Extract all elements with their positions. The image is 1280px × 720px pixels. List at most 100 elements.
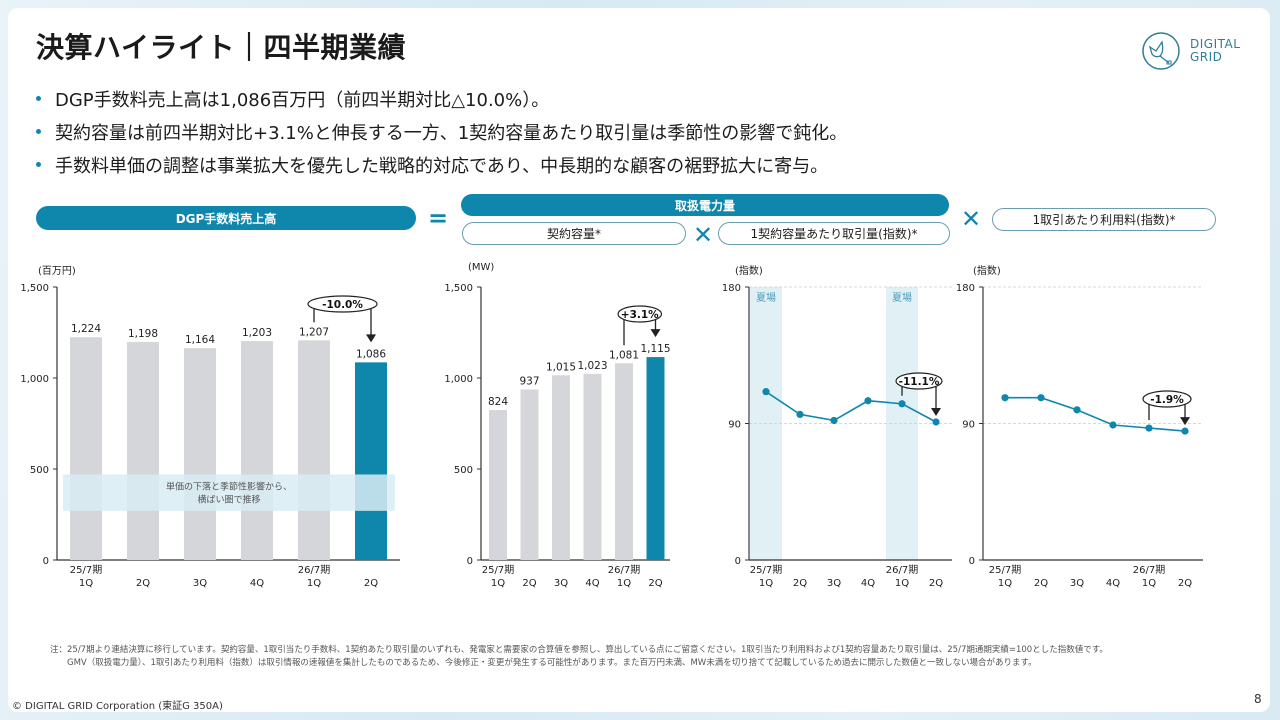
data-point <box>1001 394 1009 402</box>
y-tick-label: 90 <box>962 420 975 431</box>
change-badge <box>1142 390 1192 408</box>
x-tick-label: 25/7期 <box>482 564 514 576</box>
bar <box>70 337 102 560</box>
bar <box>241 341 273 560</box>
bar <box>127 341 159 560</box>
bar-value-label: 1,164 <box>185 334 215 346</box>
fee-line-chart: 0 90 180 25/7期 1Q 2Q 3Q 4Q 26/7期 1Q 2Q -1.9% <box>956 283 1203 589</box>
bar-value-label: 937 <box>519 375 539 387</box>
volume-unit-label: (指数) <box>735 266 763 277</box>
callout-arrow-icon <box>366 334 376 343</box>
data-point <box>762 388 770 396</box>
bar-value-label: 1,224 <box>71 323 101 335</box>
x-tick-label: 2Q <box>929 578 943 589</box>
capacity-bar-chart: 0 500 1,000 1,500 824 937 1,015 1,0231,0811,115… <box>444 283 670 589</box>
annotation-text: 単価の下落と季節性影響から、 <box>166 480 292 492</box>
volume-line-chart: 夏場 夏場 0 90 180 25/7期 1Q 2Q 3Q 4Q 26/7期 1Q 2Q -11.1% <box>722 283 952 589</box>
y-tick-label: 180 <box>722 283 741 294</box>
bar-value-label: 1,086 <box>356 348 386 360</box>
change-badge <box>617 305 663 323</box>
logo-text-digital: DIGITAL <box>1190 37 1241 51</box>
x-tick-label: 1Q <box>491 578 505 589</box>
data-point <box>864 397 872 405</box>
x-tick-label: 1Q <box>998 578 1012 589</box>
fee-unit-label: (指数) <box>973 266 1001 277</box>
x-tick-label: 1Q <box>307 578 321 589</box>
footnote: 注：25/7期より連結決算に移行しています。契約容量、1取引当たり手数料、1契約… <box>50 645 1108 668</box>
data-point <box>898 400 906 408</box>
revenue-unit-label: (百万円) <box>38 266 76 277</box>
bar <box>583 373 602 560</box>
bar <box>520 389 539 560</box>
x-tick-label: 26/7期 <box>608 564 640 576</box>
equals-icon: = <box>428 204 449 232</box>
x-tick-label: 1Q <box>759 578 773 589</box>
change-label: -1.9% <box>1150 394 1184 406</box>
y-tick-label: 90 <box>728 420 741 431</box>
x-tick-label: 1Q <box>617 578 631 589</box>
x-tick-label: 4Q <box>585 578 599 589</box>
bullet-list: DGP手数料売上高は1,086百万円（前四半期対比△10.0%）。 契約容量は前… <box>30 82 847 181</box>
annotation-text: 横ばい圏で推移 <box>197 493 260 505</box>
bullet-dot-icon <box>36 96 41 101</box>
bullet-dot-icon <box>36 162 41 167</box>
x-tick-label: 25/7期 <box>70 564 102 576</box>
x-tick-label: 2Q <box>364 578 378 589</box>
bullet-item: 手数料単価の調整は事業拡大を優先した戦略的対応であり、中長期的な顧客の裾野拡大に… <box>30 148 847 181</box>
revenue-bar-chart: 0 500 1,000 1,500 1,224 1,198 1,164 1,203 1,207 1… <box>20 283 400 589</box>
change-label: -10.0% <box>322 299 363 311</box>
x-tick-label: 25/7期 <box>989 564 1021 576</box>
bar-value-label: 1,207 <box>299 326 329 338</box>
y-tick-label: 500 <box>30 465 49 476</box>
data-point <box>830 416 838 425</box>
page-title: 決算ハイライト｜四半期業績 <box>36 31 406 64</box>
revenue-pill: DGP手数料売上高 <box>36 206 416 230</box>
y-tick-label: 180 <box>956 283 975 294</box>
bar-value-label: 1,115 <box>640 343 670 355</box>
change-badge <box>895 372 943 390</box>
x-tick-label: 26/7期 <box>1133 564 1165 576</box>
slide <box>8 8 1270 712</box>
callout-arrow-icon <box>650 329 661 338</box>
company-logo: DIGITAL GRID <box>1140 30 1240 72</box>
change-badge <box>307 295 378 313</box>
y-tick-label: 0 <box>969 556 975 567</box>
x-tick-label: 2Q <box>1178 578 1192 589</box>
x-tick-label: 3Q <box>193 578 207 589</box>
x-tick-label: 26/7期 <box>298 564 330 576</box>
y-tick-label: 1,000 <box>444 374 473 385</box>
copyright: © DIGITAL GRID Corporation (東証G 350A) <box>12 701 223 712</box>
bar-value-label: 1,015 <box>546 361 576 373</box>
x-tick-label: 25/7期 <box>750 564 782 576</box>
y-tick-label: 1,500 <box>20 283 49 294</box>
bar-value-label: 824 <box>488 396 508 408</box>
data-point <box>1037 394 1045 402</box>
x-tick-label: 4Q <box>861 578 875 589</box>
bar <box>615 363 633 560</box>
x-tick-label: 1Q <box>895 578 909 589</box>
logo-text-grid: GRID <box>1190 50 1223 64</box>
data-point <box>1145 424 1153 432</box>
summer-label: 夏場 <box>756 291 776 304</box>
bar-value-label: 1,023 <box>577 360 607 372</box>
x-tick-label: 26/7期 <box>886 564 918 576</box>
y-tick-label: 500 <box>454 465 473 476</box>
bar <box>646 357 665 560</box>
capacity-pill: 契約容量* <box>462 222 686 245</box>
data-point <box>932 418 940 426</box>
bar-value-label: 1,198 <box>128 328 158 340</box>
y-tick-label: 1,000 <box>20 374 49 385</box>
y-tick-label: 0 <box>735 556 741 567</box>
dove-logo-icon <box>1142 32 1180 70</box>
annotation-band <box>63 474 395 511</box>
data-point <box>1073 406 1081 414</box>
bullet-dot-icon <box>36 129 41 134</box>
bar-value-label: 1,081 <box>609 349 639 361</box>
y-tick-label: 0 <box>43 556 49 567</box>
x-tick-label: 1Q <box>79 578 93 589</box>
data-point <box>1181 427 1189 435</box>
multiply-icon: ✕ <box>693 221 714 249</box>
x-tick-label: 2Q <box>793 578 807 589</box>
summer-label: 夏場 <box>892 291 912 304</box>
capacity-unit-label: (MW) <box>468 262 495 273</box>
